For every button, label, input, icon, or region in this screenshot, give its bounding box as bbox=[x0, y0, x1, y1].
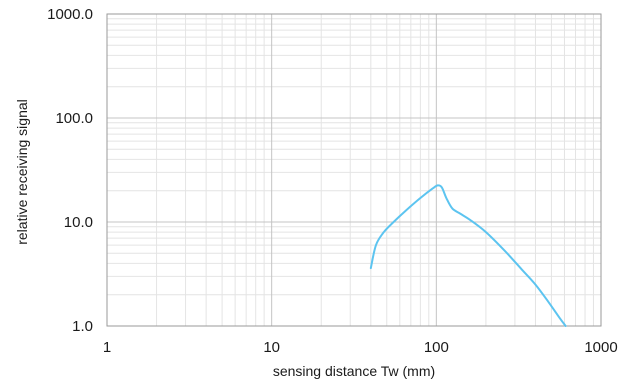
series-group bbox=[369, 184, 567, 327]
y-tick-label: 1.0 bbox=[72, 318, 93, 335]
series-line bbox=[369, 184, 567, 327]
minor-grid bbox=[107, 14, 601, 326]
y-tick-labels: 1.0 10.0 100.0 1000.0 bbox=[47, 6, 93, 335]
x-axis-label: sensing distance Tw (mm) bbox=[273, 363, 435, 379]
x-tick-label: 10 bbox=[263, 339, 280, 356]
x-tick-labels: 1 10 100 1000 bbox=[103, 339, 618, 356]
plot-frame bbox=[106, 13, 602, 327]
x-tick-label: 100 bbox=[424, 339, 449, 356]
y-tick-label: 10.0 bbox=[64, 214, 93, 231]
y-axis-label: relative receiving signal bbox=[14, 99, 30, 245]
x-tick-label: 1 bbox=[103, 339, 111, 356]
y-tick-label: 1000.0 bbox=[47, 6, 93, 23]
x-tick-label: 1000 bbox=[584, 339, 617, 356]
major-grid bbox=[106, 13, 602, 327]
y-tick-label: 100.0 bbox=[55, 110, 93, 127]
